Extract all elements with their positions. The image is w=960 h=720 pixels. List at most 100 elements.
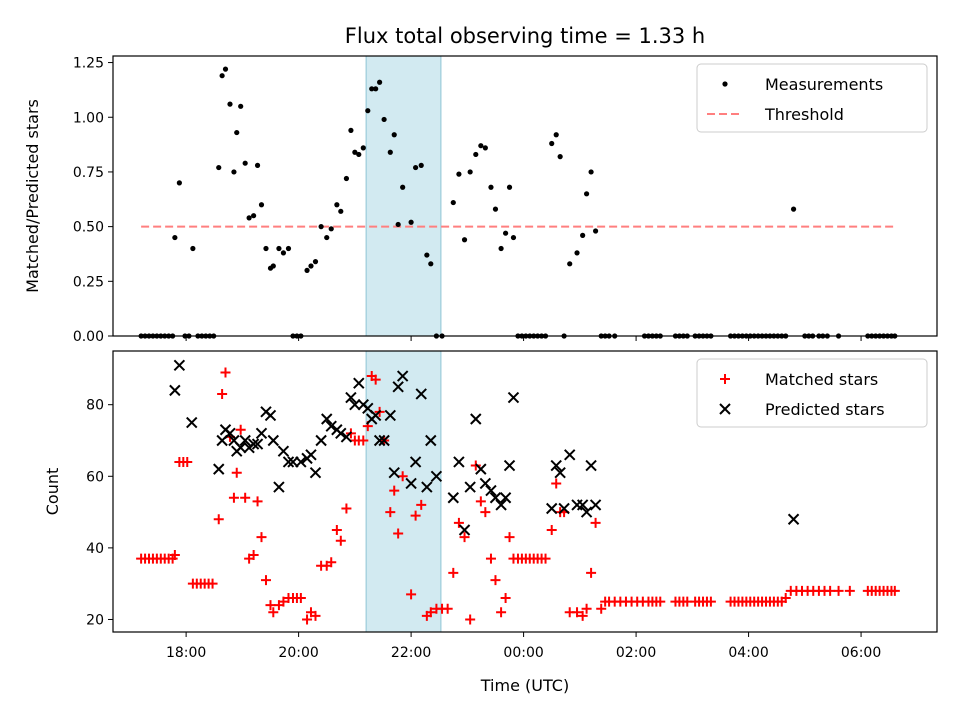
measurement-point — [498, 245, 504, 252]
matched-star-point — [705, 596, 716, 607]
x-tick-label: 04:00 — [728, 645, 768, 661]
predicted-star-point — [787, 513, 800, 525]
predicted-star-point — [392, 381, 404, 393]
measurement-point — [482, 145, 488, 151]
predicted-star-point — [564, 449, 576, 461]
y-tick-label: 0.00 — [73, 329, 104, 345]
measurement-point — [583, 191, 590, 197]
measurement-point — [400, 184, 406, 190]
measurement-point — [258, 202, 265, 208]
matched-star-point — [220, 367, 231, 378]
measurement-point — [304, 267, 310, 273]
measurement-point — [373, 86, 379, 92]
measurement-point — [234, 129, 240, 136]
predicted-star-point — [580, 506, 593, 518]
legend-box — [696, 63, 928, 133]
measurement-point — [574, 250, 580, 256]
measurement-point — [461, 237, 468, 243]
predicted-star-point — [585, 459, 597, 472]
matched-star-point — [252, 496, 263, 507]
predicted-star-point — [325, 420, 337, 432]
matched-star-point — [416, 499, 427, 510]
measurement-point — [318, 224, 324, 230]
predicted-star-point — [458, 524, 471, 536]
legend-label: Matched stars — [765, 370, 878, 389]
predicted-star-point — [546, 502, 558, 515]
matched-star-point — [496, 607, 507, 618]
axes-frame — [112, 350, 938, 633]
measurement-point — [231, 169, 237, 175]
measurement-point — [251, 213, 257, 219]
y-tick-label: 20 — [86, 612, 104, 628]
predicted-star-point — [378, 434, 390, 447]
predicted-star-point — [315, 434, 327, 447]
measurement-point — [456, 171, 462, 177]
measurement-point — [377, 79, 383, 85]
x-tick-label: 20:00 — [278, 645, 318, 661]
legend-box — [696, 358, 928, 428]
predicted-star-point — [255, 427, 268, 440]
predicted-star-point — [309, 466, 322, 479]
highlight-span — [365, 55, 442, 337]
measurement-point — [176, 180, 182, 186]
matched-star-point — [540, 553, 551, 564]
matched-star-point — [182, 456, 193, 467]
measurement-point — [190, 245, 196, 252]
predicted-star-point — [576, 499, 589, 511]
measurement-point — [222, 66, 229, 72]
matched-star-point — [546, 524, 557, 535]
matched-star-point — [586, 567, 597, 578]
matched-star-point — [453, 517, 464, 528]
measurement-point — [263, 245, 269, 252]
measurement-point — [450, 199, 456, 206]
x-tick-label: 18:00 — [166, 645, 206, 661]
measurement-point — [343, 175, 350, 182]
predicted-star-point — [369, 409, 382, 422]
highlight-span — [365, 350, 442, 633]
measurement-point — [418, 162, 424, 168]
predicted-star-point — [224, 427, 236, 440]
legend-marker-matched — [720, 374, 730, 384]
matched-star-point — [551, 478, 562, 489]
measurement-point — [381, 116, 387, 123]
predicted-star-point — [475, 463, 487, 475]
predicted-star-point — [353, 377, 365, 389]
measurement-point — [413, 164, 419, 171]
matched-star-point — [825, 585, 836, 596]
matched-star-point — [410, 510, 421, 521]
measurement-point — [360, 145, 366, 151]
matched-star-point — [504, 532, 515, 543]
legend-marker-predicted — [719, 403, 731, 415]
matched-star-point — [256, 532, 267, 543]
predicted-star-point — [239, 434, 251, 447]
matched-star-point — [389, 485, 400, 496]
matched-star-point — [326, 557, 337, 568]
y-axis-label: Count — [43, 468, 62, 516]
matched-star-point — [358, 435, 369, 446]
predicted-star-point — [453, 456, 465, 468]
measurement-point — [334, 202, 340, 208]
matched-star-point — [228, 492, 239, 503]
measurement-point — [242, 160, 248, 166]
predicted-star-point — [267, 434, 280, 447]
measurement-point — [270, 263, 276, 269]
measurement-point — [790, 206, 797, 212]
matched-star-point — [590, 517, 601, 528]
matched-star-point — [485, 553, 496, 564]
measurement-point — [387, 149, 393, 155]
legend-label: Measurements — [765, 75, 883, 94]
predicted-star-point — [349, 398, 361, 411]
predicted-star-point — [273, 481, 285, 493]
predicted-star-point — [340, 431, 353, 443]
x-tick-label: 00:00 — [503, 645, 543, 661]
measurement-point — [473, 151, 479, 158]
measurement-point — [369, 86, 375, 92]
matched-star-point — [406, 589, 417, 600]
measurement-point — [324, 234, 330, 241]
measurement-point — [308, 263, 314, 269]
predicted-star-point — [499, 492, 512, 504]
legend: Matched stars Predicted stars — [696, 358, 928, 428]
matched-star-point — [448, 567, 459, 578]
matched-star-point — [459, 532, 470, 543]
measurement-point — [280, 250, 287, 256]
